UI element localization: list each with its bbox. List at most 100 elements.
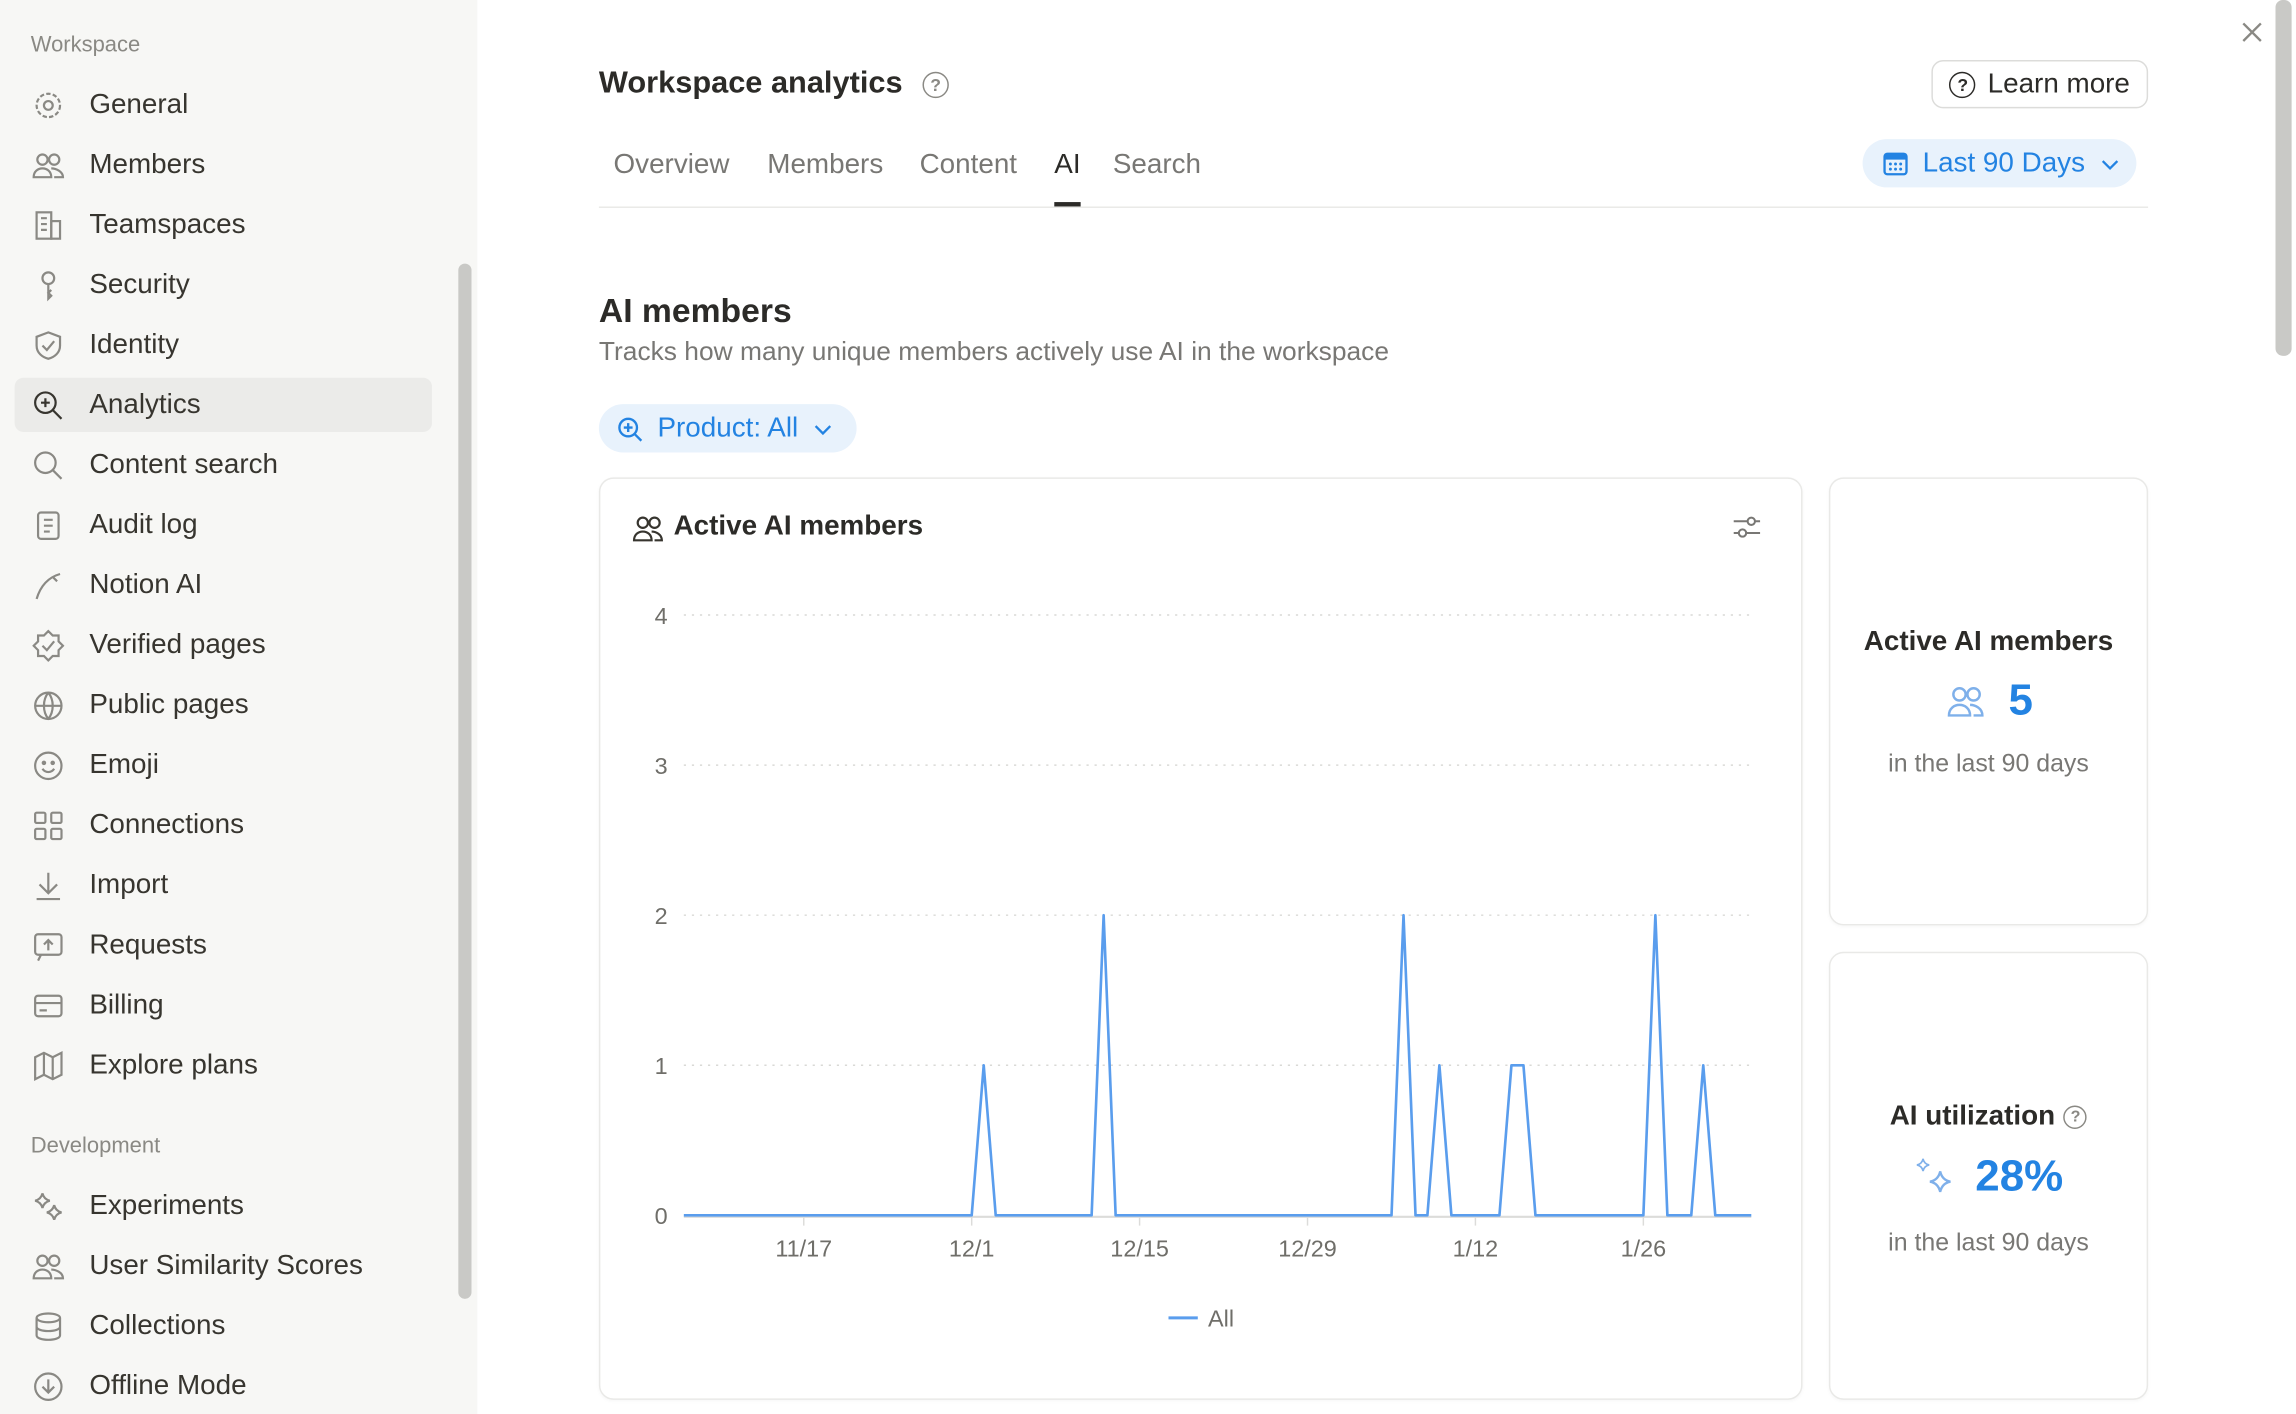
sparkles-icon [1916, 1158, 1951, 1193]
globe-icon [34, 690, 63, 720]
building-icon [35, 210, 62, 240]
analytics-search-icon [34, 390, 63, 419]
stat-value: 28% [1975, 1152, 2064, 1201]
x-tick-label: 11/17 [775, 1235, 832, 1261]
sidebar-item-audit-log[interactable]: Audit log [15, 498, 432, 552]
tab-search[interactable]: Search [1112, 149, 1202, 181]
sparkles-icon [34, 1192, 62, 1220]
sidebar-item-label: Content search [89, 448, 279, 480]
sidebar-item-label: Import [89, 869, 169, 900]
search-icon [34, 450, 63, 479]
x-tick-label: 1/12 [1453, 1235, 1499, 1261]
help-icon[interactable]: ? [2063, 1105, 2088, 1129]
sidebar-item-notion-ai[interactable]: Notion AI [15, 558, 432, 612]
tab-content[interactable]: Content [919, 149, 1018, 181]
date-range-label: Last 90 Days [1922, 147, 2086, 178]
sidebar-item-label: Members [89, 148, 206, 180]
sidebar-scrollbar[interactable] [458, 263, 472, 1299]
ai-pen-icon [35, 572, 61, 599]
download-circle-icon [34, 1371, 63, 1401]
sidebar-item-connections[interactable]: Connections [15, 798, 432, 852]
page-title: Workspace analytics [598, 65, 903, 100]
stat-subtext: in the last 90 days [1888, 749, 2089, 778]
sidebar-item-experiments[interactable]: Experiments [15, 1179, 432, 1233]
main-scrollbar[interactable] [2275, 0, 2292, 356]
settings-sidebar: Workspace General Members Teamspaces Securit… [0, 0, 478, 1414]
sidebar-item-label: Billing [89, 989, 164, 1020]
help-icon: ? [1949, 71, 1976, 98]
sidebar-item-label: Audit log [89, 508, 198, 540]
stat-subtext: in the last 90 days [1888, 1228, 2089, 1257]
sidebar-item-requests[interactable]: Requests [15, 918, 432, 972]
sidebar-section-label: Workspace [30, 32, 141, 58]
section-description: Tracks how many unique members actively … [598, 336, 1389, 367]
download-icon [36, 871, 61, 900]
sidebar-item-label: Identity [89, 328, 180, 360]
analytics-tabs: Overview Members Content AI Search [598, 149, 2149, 208]
chevron-down-icon [2101, 159, 2119, 170]
sidebar-item-emoji[interactable]: Emoji [15, 738, 432, 792]
shield-check-icon [35, 330, 62, 360]
stat-value: 5 [2008, 676, 2033, 725]
sidebar-item-members[interactable]: Members [15, 138, 432, 192]
sidebar-item-public-pages[interactable]: Public pages [15, 678, 432, 732]
grid-icon [34, 810, 63, 840]
people-icon [632, 516, 663, 542]
date-range-dropdown[interactable]: Last 90 Days [1862, 139, 2137, 188]
people-icon [32, 1253, 65, 1279]
y-tick-label: 4 [655, 603, 668, 629]
help-icon[interactable]: ? [922, 71, 949, 99]
learn-more-button[interactable]: ? Learn more [1931, 60, 2149, 109]
learn-more-label: Learn more [1987, 68, 2130, 99]
request-icon [34, 932, 63, 961]
y-tick-label: 3 [655, 753, 668, 779]
scroll-icon [36, 510, 60, 540]
x-tick-label: 12/1 [949, 1235, 995, 1261]
sidebar-item-billing[interactable]: Billing [15, 978, 432, 1032]
sidebar-item-identity[interactable]: Identity [15, 318, 432, 372]
sidebar-item-analytics[interactable]: Analytics [14, 377, 432, 432]
product-filter-dropdown[interactable]: Product: All [598, 404, 857, 453]
sidebar-item-import[interactable]: Import [15, 858, 432, 912]
people-icon [1947, 686, 1984, 717]
sidebar-item-label: Analytics [89, 388, 201, 420]
sidebar-item-content-search[interactable]: Content search [15, 438, 432, 492]
sidebar-item-label: Verified pages [89, 628, 266, 660]
legend-label-all: All [1208, 1306, 1234, 1332]
x-tick-label: 12/29 [1278, 1235, 1337, 1261]
active-ai-members-chart-card: Active AI members [598, 477, 1803, 1400]
product-filter-label: Product: All [657, 412, 799, 443]
tab-overview[interactable]: Overview [613, 149, 730, 181]
sidebar-item-user-similarity-scores[interactable]: User Similarity Scores [15, 1239, 432, 1293]
tab-members[interactable]: Members [767, 149, 884, 181]
sidebar-item-general[interactable]: General [15, 78, 432, 132]
sidebar-item-label: User Similarity Scores [89, 1249, 363, 1281]
verified-badge-icon [32, 628, 65, 662]
sidebar-item-label: Connections [89, 809, 244, 840]
credit-card-icon [34, 993, 63, 1017]
tab-ai[interactable]: AI [1054, 149, 1081, 207]
active-ai-members-stat-card: Active AI members 5 in the last 90 days [1828, 477, 2149, 926]
sidebar-item-teamspaces[interactable]: Teamspaces [15, 198, 432, 252]
sidebar-item-label: Explore plans [89, 1049, 258, 1080]
sidebar-item-offline-mode[interactable]: Offline Mode [15, 1359, 432, 1413]
sidebar-item-collections[interactable]: Collections [15, 1299, 432, 1353]
sidebar-item-label: Collections [89, 1309, 226, 1341]
key-icon [41, 270, 56, 301]
sidebar-item-label: Experiments [89, 1189, 244, 1221]
section-title: AI members [598, 291, 792, 330]
sidebar-item-security[interactable]: Security [15, 258, 432, 312]
y-tick-label: 2 [655, 903, 668, 929]
sidebar-item-label: Requests [89, 929, 207, 960]
sidebar-item-explore-plans[interactable]: Explore plans [15, 1038, 432, 1092]
sidebar-section-label: Development [30, 1133, 161, 1159]
chart-settings-icon[interactable] [1732, 514, 1761, 540]
close-icon[interactable] [2237, 18, 2266, 47]
sidebar-item-verified-pages[interactable]: Verified pages [15, 618, 432, 672]
ai-utilization-stat-card: AI utilization ? 28% in the last 90 days [1828, 951, 2149, 1400]
series-line-all [683, 913, 1752, 1217]
sidebar-item-label: General [89, 88, 189, 120]
chart-title: Active AI members [673, 511, 924, 542]
